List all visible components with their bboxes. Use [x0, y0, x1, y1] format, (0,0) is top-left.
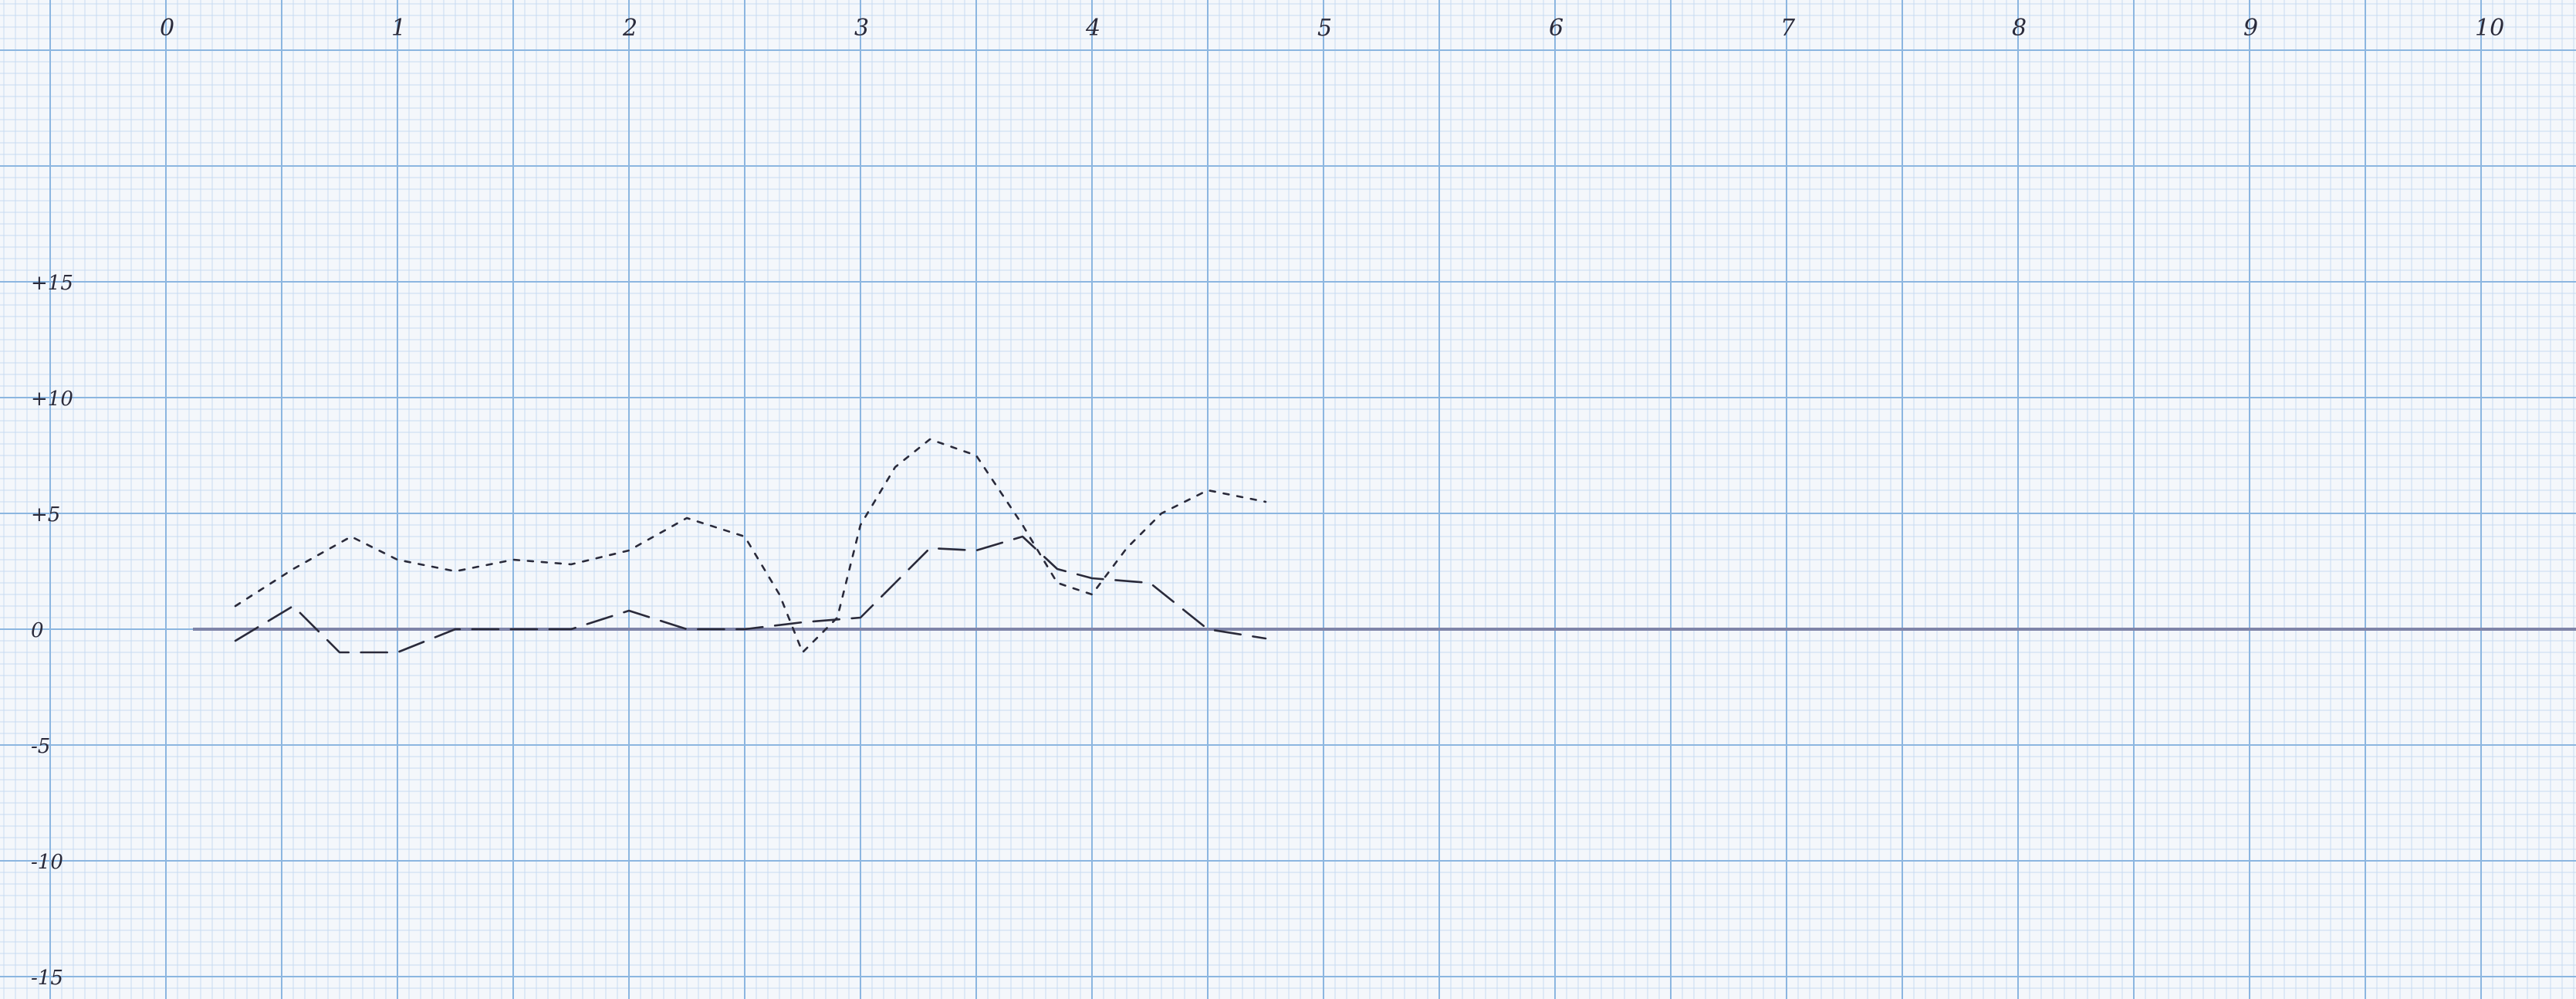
x-tick-label: 3 [854, 15, 869, 42]
y-tick-label: -5 [31, 735, 50, 758]
y-tick-label: +5 [31, 503, 60, 527]
x-tick-label: 8 [2012, 15, 2027, 42]
y-tick-label: +15 [31, 272, 73, 295]
y-tick-labels: +15 +10 +5 0 -5 -10 -15 [31, 272, 73, 990]
x-tick-label: 4 [1085, 15, 1100, 42]
x-tick-label: 7 [1780, 15, 1796, 42]
x-tick-label: 6 [1549, 15, 1564, 42]
x-tick-label: 10 [2475, 15, 2504, 42]
y-tick-label: +10 [31, 388, 73, 411]
series-layer [234, 438, 1267, 654]
y-tick-label: 0 [31, 619, 44, 642]
x-tick-label: 0 [160, 15, 174, 42]
x-tick-label: 1 [391, 15, 406, 42]
y-tick-label: -15 [31, 967, 63, 990]
x-tick-labels: 0 1 2 3 4 5 6 7 8 9 10 [160, 15, 2504, 42]
x-tick-label: 2 [622, 15, 637, 42]
series-line-1 [234, 438, 1267, 654]
x-tick-label: 5 [1317, 15, 1332, 42]
y-tick-label: -10 [31, 851, 63, 874]
x-tick-label: 9 [2243, 15, 2258, 42]
series-line-2 [234, 535, 1267, 654]
